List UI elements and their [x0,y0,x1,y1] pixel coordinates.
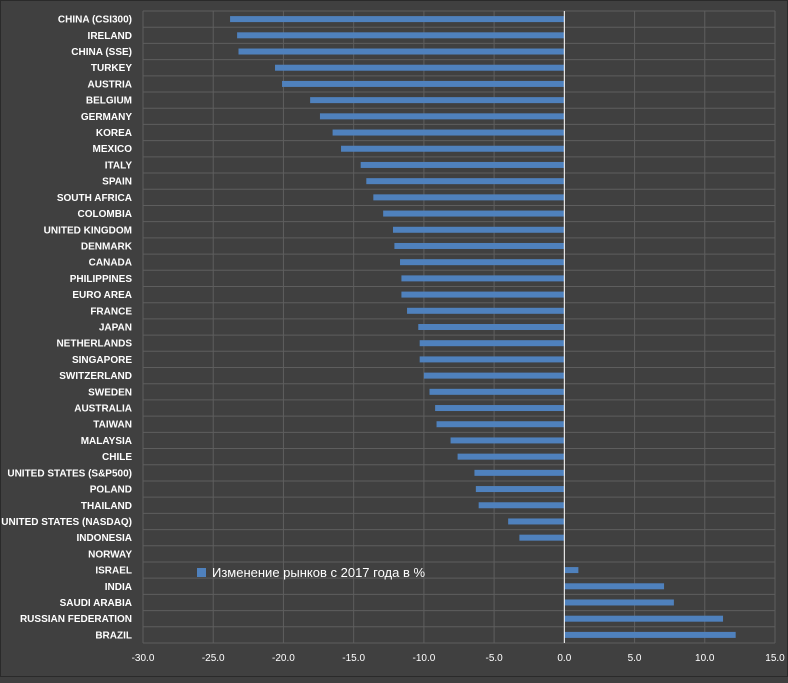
bar [282,80,565,87]
bar [401,275,565,282]
bar [319,113,565,120]
bar [310,97,565,104]
bar [423,372,565,379]
category-label: COLOMBIA [78,209,132,220]
category-label: MALAYSIA [81,436,132,447]
bar [478,502,565,509]
bar [564,583,665,590]
category-label: POLAND [90,485,132,496]
x-tick-label: -20.0 [272,653,295,664]
bar [400,259,565,266]
bar [429,388,565,395]
bar [360,161,565,168]
bar [366,178,565,185]
category-label: THAILAND [81,501,132,512]
bar [450,437,565,444]
category-label: IRELAND [88,31,132,42]
bar [419,340,565,347]
bar [519,534,565,541]
category-label: PHILIPPINES [70,274,133,285]
bar [457,453,565,460]
category-label: TAIWAN [93,420,132,431]
legend: Изменение рынков с 2017 года в % [197,565,425,580]
bar [475,486,565,493]
bar [474,469,565,476]
category-label: CHINA (CSI300) [58,15,132,26]
bar [564,599,674,606]
x-tick-label: -15.0 [342,653,365,664]
category-label: BRAZIL [95,630,132,641]
bar [564,567,579,574]
category-label: SOUTH AFRICA [57,193,132,204]
category-label: BELGIUM [86,96,132,107]
category-label: AUSTRALIA [74,404,132,415]
category-label: FRANCE [90,306,132,317]
category-label: JAPAN [99,323,132,334]
bar [419,356,565,363]
category-label: AUSTRIA [88,79,132,90]
category-label: MEXICO [93,144,133,155]
category-label: CHILE [102,452,132,463]
category-label: SPAIN [102,177,132,188]
category-label: NORWAY [88,549,132,560]
category-label: DENMARK [81,241,133,252]
bar [435,405,565,412]
bar [341,145,565,152]
bar [238,48,565,55]
legend-label: Изменение рынков с 2017 года в % [212,565,426,580]
category-label: ITALY [105,160,133,171]
category-label: KOREA [96,128,132,139]
bar [401,291,565,298]
category-label: UNITED STATES (S&P500) [7,468,132,479]
category-label: ISRAEL [95,566,132,577]
category-label: SWITZERLAND [59,371,132,382]
bar [564,631,736,638]
bar [436,421,565,428]
category-label: SWEDEN [88,387,132,398]
x-tick-label: -5.0 [485,653,503,664]
x-tick-label: 15.0 [765,653,785,664]
category-label: SINGAPORE [72,355,132,366]
x-axis-ticks: -30.0 -25.0 -20.0 -15.0 -10.0 -5.0 0.0 5.0 10.0 1… [132,653,786,664]
category-label: INDONESIA [76,533,132,544]
x-tick-label: -10.0 [412,653,435,664]
category-label: CANADA [89,258,132,269]
bar [508,518,565,525]
category-label: INDIA [105,582,132,593]
category-label: EURO AREA [72,290,132,301]
category-label: SAUDI ARABIA [60,598,132,609]
bar [275,64,565,71]
legend-swatch [197,568,206,577]
category-label: GERMANY [81,112,132,123]
x-tick-label: -30.0 [132,653,155,664]
category-label: RUSSIAN FEDERATION [20,614,132,625]
x-tick-label: -25.0 [202,653,225,664]
bars [230,16,736,638]
bar [394,242,565,249]
category-label: TURKEY [91,63,132,74]
bar [373,194,565,201]
category-label: UNITED STATES (NASDAQ) [1,517,132,528]
x-tick-label: 0.0 [557,653,571,664]
category-label: NETHERLANDS [56,339,132,350]
bar [392,226,565,233]
x-tick-label: 10.0 [695,653,715,664]
category-label: CHINA (SSE) [71,47,132,58]
category-labels: CHINA (CSI300) IRELAND CHINA (SSE) TURKEY AU… [1,15,133,642]
bar [230,16,565,23]
x-tick-label: 5.0 [628,653,642,664]
bar [407,307,565,314]
bar [564,615,724,622]
bar [332,129,565,136]
bar [237,32,565,39]
bar [418,324,565,330]
bar [383,210,565,217]
category-label: UNITED KINGDOM [44,225,132,236]
